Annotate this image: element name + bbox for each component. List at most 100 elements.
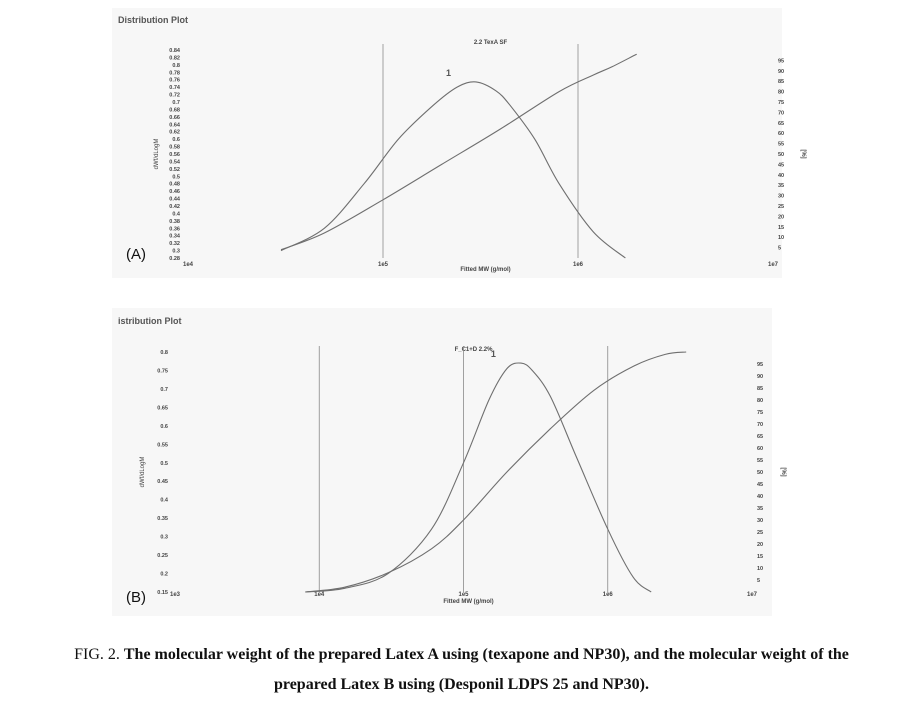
panel-a: Distribution Plot 2.2 TexA SF 1e4 1e5 1e6 1e7… <box>112 8 806 278</box>
caption-line-2: prepared Latex B using (Desponil LDPS 25… <box>273 676 649 693</box>
y-tick-label: 0.72 <box>169 93 180 99</box>
y-tick-label: 0.4 <box>160 498 169 504</box>
chart-subtitle: 2.2 TexA SF <box>474 40 508 46</box>
y2-tick-label: 15 <box>757 554 763 560</box>
y2-tick-label: 55 <box>757 458 763 464</box>
y2-tick-label: 90 <box>778 69 784 75</box>
x-axis-label: Fitted MW (g/mol) <box>460 267 510 273</box>
y2-axis-label: [%] <box>780 467 786 476</box>
y2-tick-label: 60 <box>778 131 784 137</box>
y-tick-label: 0.68 <box>169 107 180 113</box>
y2-axis-label: [%] <box>800 149 806 158</box>
y2-tick-label: 10 <box>778 235 784 241</box>
y2-tick-label: 55 <box>778 142 784 148</box>
x-tick-label: 1e6 <box>603 592 614 598</box>
y-tick-label: 0.8 <box>172 63 180 69</box>
y2-tick-label: 10 <box>757 566 763 572</box>
y2-tick-label: 65 <box>778 121 784 127</box>
y2-tick-label: 80 <box>757 398 763 404</box>
y-tick-label: 0.36 <box>169 226 180 232</box>
y-tick-label: 0.65 <box>157 405 168 411</box>
y-tick-label: 0.6 <box>160 424 168 430</box>
y2-tick-label: 95 <box>778 58 784 64</box>
y-tick-label: 0.42 <box>169 204 180 210</box>
y2-tick-label: 45 <box>757 482 763 488</box>
y2-tick-label: 65 <box>757 434 763 440</box>
plot-background <box>112 8 782 278</box>
x-tick-label: 1e5 <box>378 262 389 268</box>
chart-figure: Distribution Plot 2.2 TexA SF 1e4 1e5 1e6 1e7… <box>112 8 806 616</box>
y2-tick-label: 35 <box>778 183 784 189</box>
y2-tick-label: 90 <box>757 374 763 380</box>
y-axis-label: dWf/dLogM <box>154 139 160 170</box>
x-tick-label: 1e4 <box>183 262 194 268</box>
y2-tick-label: 5 <box>757 578 760 584</box>
x-tick-label: 1e7 <box>747 592 758 598</box>
figure-caption: FIG. 2. The molecular weight of the prep… <box>0 640 923 700</box>
y2-tick-label: 45 <box>778 162 784 168</box>
y2-tick-label: 80 <box>778 90 784 96</box>
y-tick-label: 0.45 <box>157 479 168 485</box>
caption-prefix: FIG. 2. <box>74 646 120 663</box>
y-tick-label: 0.5 <box>172 174 180 180</box>
panel-label: (B) <box>126 589 146 606</box>
y-tick-label: 0.74 <box>169 85 181 91</box>
y-tick-label: 0.76 <box>169 78 180 84</box>
y-tick-label: 0.6 <box>172 137 180 143</box>
y-tick-label: 0.38 <box>169 219 180 225</box>
y-tick-label: 0.52 <box>169 167 180 173</box>
y2-tick-label: 60 <box>757 446 763 452</box>
x-tick-label: 1e7 <box>768 262 779 268</box>
y-tick-label: 0.35 <box>157 516 168 522</box>
y-tick-label: 0.66 <box>169 115 180 121</box>
y2-tick-label: 70 <box>778 110 784 116</box>
x-tick-label: 1e6 <box>573 262 584 268</box>
y-tick-label: 0.25 <box>157 553 168 559</box>
y2-tick-label: 75 <box>778 100 784 106</box>
y-tick-label: 0.8 <box>160 350 168 356</box>
y-tick-label: 0.75 <box>157 368 168 374</box>
cumulative-curve <box>305 351 687 593</box>
y-tick-label: 0.78 <box>169 70 180 76</box>
y-tick-label: 0.28 <box>169 256 180 262</box>
caption-line-1: The molecular weight of the prepared Lat… <box>123 646 849 663</box>
x-tick-label: 1e5 <box>458 592 469 598</box>
y2-tick-label: 20 <box>778 214 784 220</box>
chart-title: istribution Plot <box>118 316 182 326</box>
y-axis-label: dWf/dLogM <box>140 457 146 488</box>
y-tick-label: 0.15 <box>157 590 168 596</box>
y-tick-label: 0.7 <box>160 387 168 393</box>
y-tick-label: 0.62 <box>169 130 180 136</box>
y-tick-label: 0.48 <box>169 182 180 188</box>
y2-tick-label: 25 <box>778 204 784 210</box>
y-tick-label: 0.84 <box>169 48 181 54</box>
y2-tick-label: 50 <box>778 152 784 158</box>
y-tick-label: 0.55 <box>157 442 168 448</box>
y2-tick-label: 40 <box>757 494 763 500</box>
y2-tick-label: 40 <box>778 173 784 179</box>
y-tick-label: 0.4 <box>172 211 181 217</box>
y-tick-label: 0.58 <box>169 145 180 151</box>
panel-b: istribution Plot F_C1+D 2.2% 1e3 1e4 1e5 1e6 1… <box>112 308 786 616</box>
chart-title: Distribution Plot <box>118 15 188 25</box>
y-tick-label: 0.46 <box>169 189 180 195</box>
y2-tick-label: 30 <box>757 518 763 524</box>
y2-tick-label: 50 <box>757 470 763 476</box>
y2-tick-label: 15 <box>778 225 784 231</box>
y-tick-label: 0.3 <box>172 249 180 255</box>
peak-marker: 1 <box>446 68 451 78</box>
plot-background <box>112 308 772 616</box>
y-tick-label: 0.82 <box>169 55 180 61</box>
y2-tick-label: 95 <box>757 362 763 368</box>
y2-tick-label: 35 <box>757 506 763 512</box>
y-tick-label: 0.44 <box>169 197 181 203</box>
y-tick-label: 0.2 <box>160 572 168 578</box>
y-tick-label: 0.5 <box>160 461 168 467</box>
y2-tick-label: 85 <box>778 79 784 85</box>
x-axis-label: Fitted MW (g/mol) <box>443 599 493 605</box>
x-tick-label: 1e4 <box>314 592 325 598</box>
y-tick-label: 0.34 <box>169 234 181 240</box>
y-tick-label: 0.54 <box>169 159 181 165</box>
y2-tick-label: 20 <box>757 542 763 548</box>
cumulative-curve <box>280 53 637 251</box>
